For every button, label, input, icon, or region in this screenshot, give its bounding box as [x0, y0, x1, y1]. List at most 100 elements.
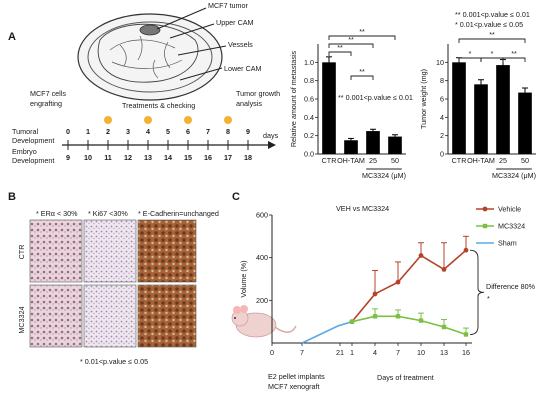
bar [388, 136, 402, 154]
x-tick-label: OH-TAM [467, 156, 495, 165]
significance-bracket [328, 35, 396, 40]
bar [518, 92, 532, 154]
data-point [463, 247, 469, 253]
x-tick-label: 21 [336, 348, 344, 357]
ihc-image-mc-era [29, 284, 83, 348]
xlabel-pellet: E2 pellet implants [268, 372, 325, 381]
ihc-row-mc3324: MC3324 [17, 306, 26, 333]
data-point [463, 332, 469, 337]
x-tick-label: 7 [396, 348, 400, 357]
egg-inner-membrane [87, 21, 213, 93]
timeline-embryo-day: 14 [164, 153, 172, 162]
timeline-row2-label: Embryo [12, 147, 37, 156]
timeline: MCF7 cells engrafting Treatments & check… [12, 89, 280, 165]
significance-bracket [458, 38, 526, 43]
significance-bracket [458, 57, 482, 62]
data-point [418, 318, 424, 323]
x-tick-label: 4 [373, 348, 377, 357]
y-tick-label: 1.0 [304, 58, 314, 67]
timeline-arrowhead [268, 141, 276, 149]
mouse-illustration [231, 305, 297, 338]
weight-pvalue-line-2: * 0.01<p.value ≤ 0.05 [455, 20, 523, 29]
significance-bracket [328, 43, 374, 48]
data-point [349, 319, 355, 324]
significance-marker: ** [337, 43, 343, 52]
label-lower-cam: Lower CAM [224, 64, 262, 73]
legend-label: MC3324 [498, 222, 525, 231]
vessels-pointer [177, 45, 227, 56]
legend-marker [482, 223, 488, 229]
ihc-image-ctr-era [29, 219, 83, 283]
ihc-image-mc-ecad [137, 284, 197, 348]
x-tick-label: 7 [300, 348, 304, 357]
x-tick-label: CTR [322, 156, 337, 165]
y-tick-label: 10 [436, 58, 444, 67]
timeline-event-engraft-2: engrafting [30, 99, 62, 108]
y-tick-label: 4 [440, 113, 444, 122]
chart-metastasis: 0.0 0.2 0.4 0.6 0.8 1.0 Relative amount of met… [289, 27, 406, 180]
x-tick-label: 1 [350, 348, 354, 357]
timeline-embryo-day: 16 [204, 153, 212, 162]
timeline-embryo-day: 9 [66, 153, 70, 162]
y-tick-label: 0.4 [304, 113, 314, 122]
timeline-tumoral-day: 7 [206, 127, 210, 136]
y-tick-label: 600 [256, 211, 268, 220]
timeline-event-treatment: Treatments & checking [122, 101, 195, 110]
legend-label: Vehicle [498, 205, 521, 214]
x-tick-label: 25 [499, 156, 507, 165]
bar [496, 65, 510, 154]
bar [474, 84, 488, 154]
bar [366, 131, 380, 154]
panel-label-c: C [232, 191, 240, 203]
chart-tumor-weight: 0 2 4 6 8 10 Tumor weight (mg) CTR OH-TAM 25 50 MC3… [419, 30, 536, 180]
data-point [418, 253, 424, 258]
y-tick-label: 8 [440, 76, 444, 85]
significance-marker: ** [511, 49, 517, 58]
difference-brace [469, 249, 485, 335]
tumor-pointer [156, 7, 207, 30]
ihc-header-ecad: * E-Cadherin=unchanged [138, 209, 219, 218]
label-upper-cam: Upper CAM [216, 18, 254, 27]
x-tick-label: 50 [521, 156, 529, 165]
timeline-event-analysis-2: analysis [236, 99, 262, 108]
panel-label-b: B [8, 191, 16, 203]
difference-label: Difference 80% [486, 282, 536, 291]
cam-vessels [109, 35, 183, 79]
significance-bracket [328, 51, 352, 56]
x-tick-label: 16 [462, 348, 470, 357]
ihc-image-ctr-ecad [137, 219, 197, 283]
data-point [395, 279, 401, 285]
group-label: MC3324 (μM) [492, 171, 536, 180]
x-tick-label: 13 [440, 348, 448, 357]
legend-marker [482, 206, 488, 212]
timeline-checkpoint-dot [224, 116, 232, 124]
series-line-sham [301, 320, 353, 344]
data-point [441, 267, 447, 272]
data-point [372, 314, 378, 319]
timeline-event-engraft: MCF7 cells [30, 89, 66, 98]
x-tick-label: OH-TAM [337, 156, 365, 165]
data-point [395, 314, 401, 319]
x-tick-label: CTR [452, 156, 467, 165]
significance-bracket [480, 57, 504, 62]
y-axis-label: Tumor weight (mg) [419, 69, 428, 129]
label-mcf7-tumor: MCF7 tumor [208, 1, 249, 10]
timeline-embryo-day: 15 [184, 153, 192, 162]
timeline-embryo-day: 11 [104, 153, 112, 162]
x-tick-label: 0 [270, 348, 274, 357]
timeline-embryo-day: 12 [124, 153, 132, 162]
y-tick-label: 0 [440, 150, 444, 159]
panel-label-a: A [8, 31, 16, 43]
timeline-embryo-day: 10 [84, 153, 92, 162]
significance-marker: * [469, 49, 472, 58]
timeline-tumoral-day: 1 [86, 127, 90, 136]
timeline-tumoral-day: 9 [246, 127, 250, 136]
significance-bracket [350, 75, 374, 80]
series-line-vehicle [351, 249, 467, 323]
y-tick-label: 0.8 [304, 76, 314, 85]
significance-bracket [502, 57, 526, 62]
timeline-row1-label-2: Development [12, 136, 54, 145]
timeline-event-analysis: Tumor growth [236, 89, 280, 98]
